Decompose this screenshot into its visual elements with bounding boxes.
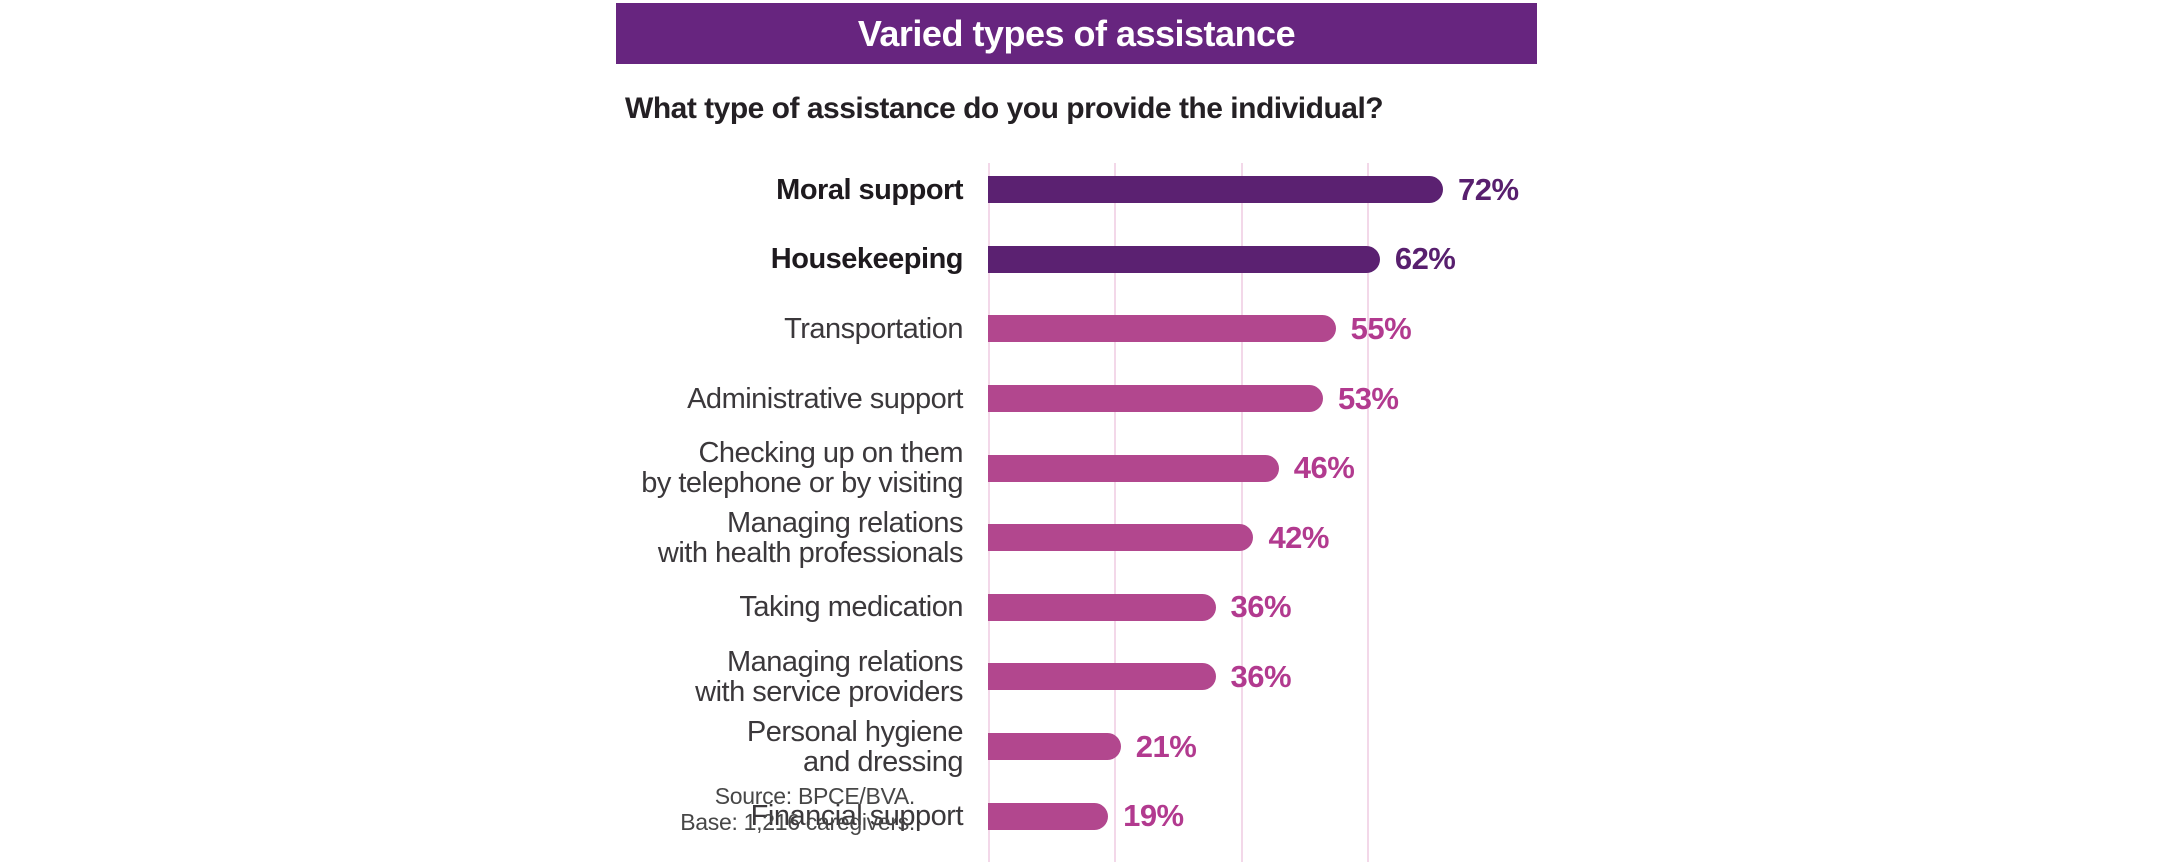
- value-label: 46%: [1293, 450, 1355, 486]
- value-label: 53%: [1337, 380, 1399, 416]
- chart-row: Checking up on them by telephone or by v…: [616, 433, 1537, 503]
- value-label: 42%: [1268, 519, 1329, 555]
- bar: [988, 663, 1216, 691]
- bar-track: 36%: [988, 642, 1537, 712]
- title-banner: Varied types of assistance: [616, 3, 1537, 64]
- chart-row: Housekeeping 62%: [616, 225, 1537, 295]
- chart-row: Administrative support 53%: [616, 364, 1537, 434]
- infographic-content: Varied types of assistance What type of …: [616, 0, 1537, 862]
- category-label: Moral support: [776, 173, 963, 206]
- source-note: Source: BPCE/BVA. Base: 1,216 caregivers…: [680, 783, 915, 835]
- source-line: Source: BPCE/BVA.: [714, 783, 916, 809]
- value-label: 21%: [1135, 728, 1197, 764]
- bar-track: 55%: [988, 294, 1537, 364]
- chart-question: What type of assistance do you provide t…: [625, 92, 1384, 125]
- category-label: Administrative support: [687, 382, 963, 415]
- bar: [988, 524, 1254, 552]
- category-label: Financial support: [750, 800, 964, 833]
- bar-track: 21%: [988, 712, 1537, 782]
- category-label: Managing relations with service provider…: [695, 645, 963, 708]
- bar-track: 19%: [988, 781, 1537, 851]
- chart-row: Financial support 19%: [616, 781, 1537, 851]
- bar-track: 72%: [988, 155, 1537, 225]
- value-label: 36%: [1230, 589, 1292, 625]
- value-label: 62%: [1394, 241, 1456, 277]
- bar-track: 53%: [988, 364, 1537, 434]
- bar: [988, 802, 1109, 830]
- base-line: Base: 1,216 caregivers.: [680, 809, 915, 835]
- chart-row: Managing relations with service provider…: [616, 642, 1537, 712]
- bar: [988, 385, 1323, 413]
- bar: [988, 176, 1444, 204]
- chart-row: Moral support 72%: [616, 155, 1537, 225]
- value-label: 72%: [1458, 171, 1519, 207]
- chart-row: Managing relations with health professio…: [616, 503, 1537, 573]
- category-label: Personal hygiene and dressing: [746, 715, 964, 778]
- chart-row: Transportation 55%: [616, 294, 1537, 364]
- bar: [988, 593, 1216, 621]
- bar-track: 46%: [988, 433, 1537, 503]
- gridline-20-pct: [1114, 163, 1117, 862]
- bar-chart: Moral support 72% Housekeeping 62% Transport…: [616, 0, 1537, 862]
- value-label: 55%: [1350, 310, 1412, 346]
- bar: [988, 454, 1279, 482]
- gridlines-layer: [988, 163, 1537, 862]
- gridline-60-pct: [1367, 163, 1370, 862]
- bar-track: 42%: [988, 503, 1537, 573]
- chart-row: Taking medication 36%: [616, 573, 1537, 643]
- bar: [988, 315, 1336, 343]
- chart-row: Personal hygiene and dressing 21%: [616, 712, 1537, 782]
- bar: [988, 733, 1121, 761]
- chart-rows: Moral support 72% Housekeeping 62% Transport…: [616, 155, 1537, 851]
- value-label: 19%: [1123, 798, 1184, 834]
- page-title: Varied types of assistance: [857, 12, 1296, 54]
- category-label: Managing relations with health professio…: [657, 506, 964, 569]
- bar-track: 36%: [988, 573, 1537, 643]
- category-label: Transportation: [784, 312, 963, 345]
- bar: [988, 245, 1380, 273]
- gridline-40-pct: [1240, 163, 1243, 862]
- category-label: Checking up on them by telephone or by v…: [641, 437, 963, 500]
- category-label: Taking medication: [739, 591, 963, 624]
- bar-track: 62%: [988, 225, 1537, 295]
- category-label: Housekeeping: [770, 243, 964, 276]
- gridline-0-pct: [988, 163, 990, 862]
- value-label: 36%: [1230, 658, 1292, 694]
